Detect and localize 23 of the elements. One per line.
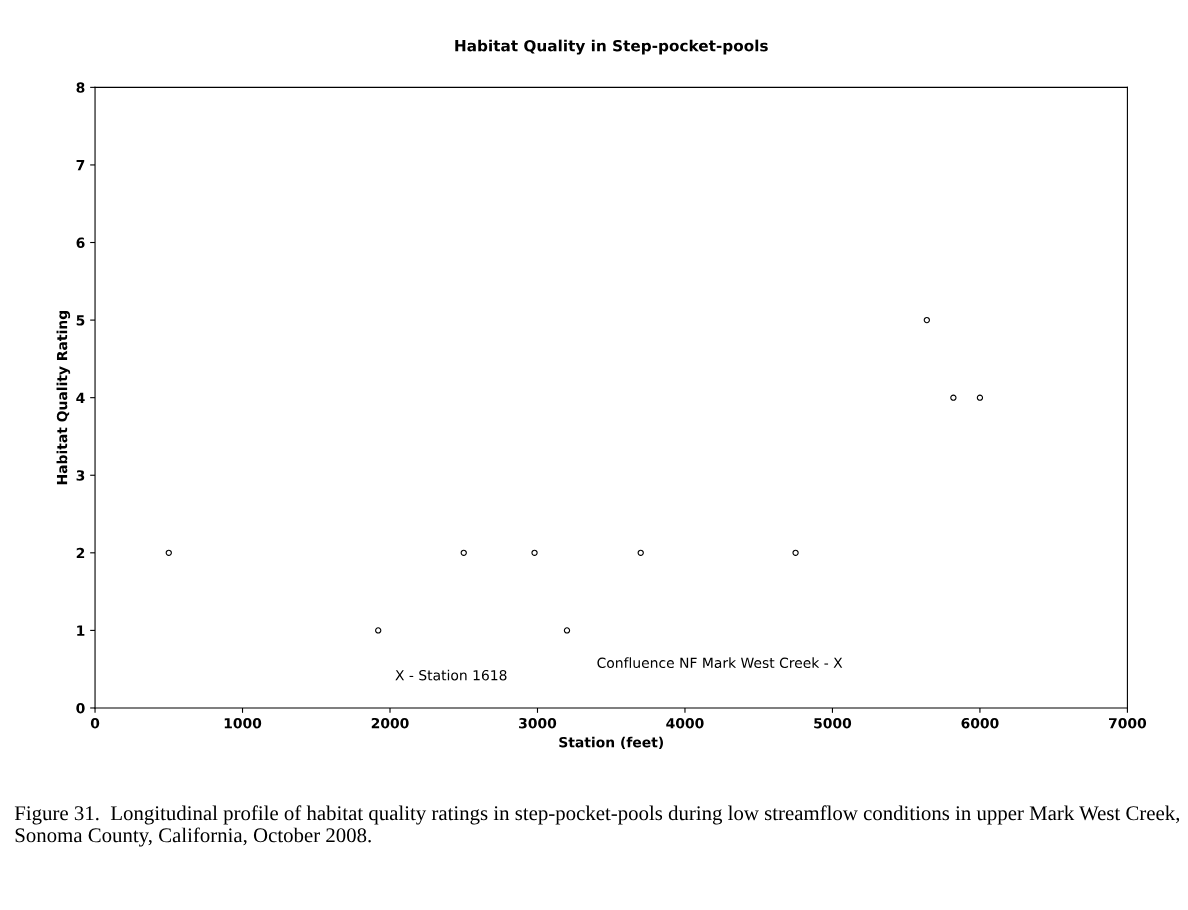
annotation: Confluence NF Mark West Creek - X [597, 657, 843, 669]
x-axis-title: Station (feet) [559, 736, 663, 750]
y-tick-label: 7 [76, 160, 85, 171]
y-tick-label: 8 [76, 82, 85, 93]
x-tick-label: 7000 [1109, 717, 1147, 729]
chart-title: Habitat Quality in Step-pocket-pools [455, 39, 768, 55]
y-tick-label: 4 [76, 392, 85, 403]
y-tick-label: 0 [76, 702, 85, 714]
x-tick-label: 2000 [371, 717, 409, 729]
annotation: X - Station 1618 [395, 669, 507, 681]
x-tick-label: 5000 [814, 717, 852, 729]
y-tick-label: 3 [76, 470, 85, 481]
caption: Figure 31. Longitudinal profile of habitat quality ratings in step-pocket-pools during low streamflow conditions in upper Mark West Creek, Sonoma County, California, October 2008. [14, 805, 1180, 847]
y-tick-label: 5 [76, 315, 85, 326]
y-tick-label: 2 [76, 547, 85, 559]
x-tick-label: 4000 [666, 717, 704, 729]
x-tick-label: 1000 [224, 717, 262, 729]
x-tick-label: 3000 [519, 717, 557, 729]
y-tick-label: 6 [76, 237, 85, 248]
x-tick-label: 0 [90, 717, 100, 729]
y-tick-label: 1 [77, 625, 85, 636]
x-tick-label: 6000 [961, 717, 999, 729]
y-axis-title: Habitat Quality Rating [56, 311, 71, 485]
